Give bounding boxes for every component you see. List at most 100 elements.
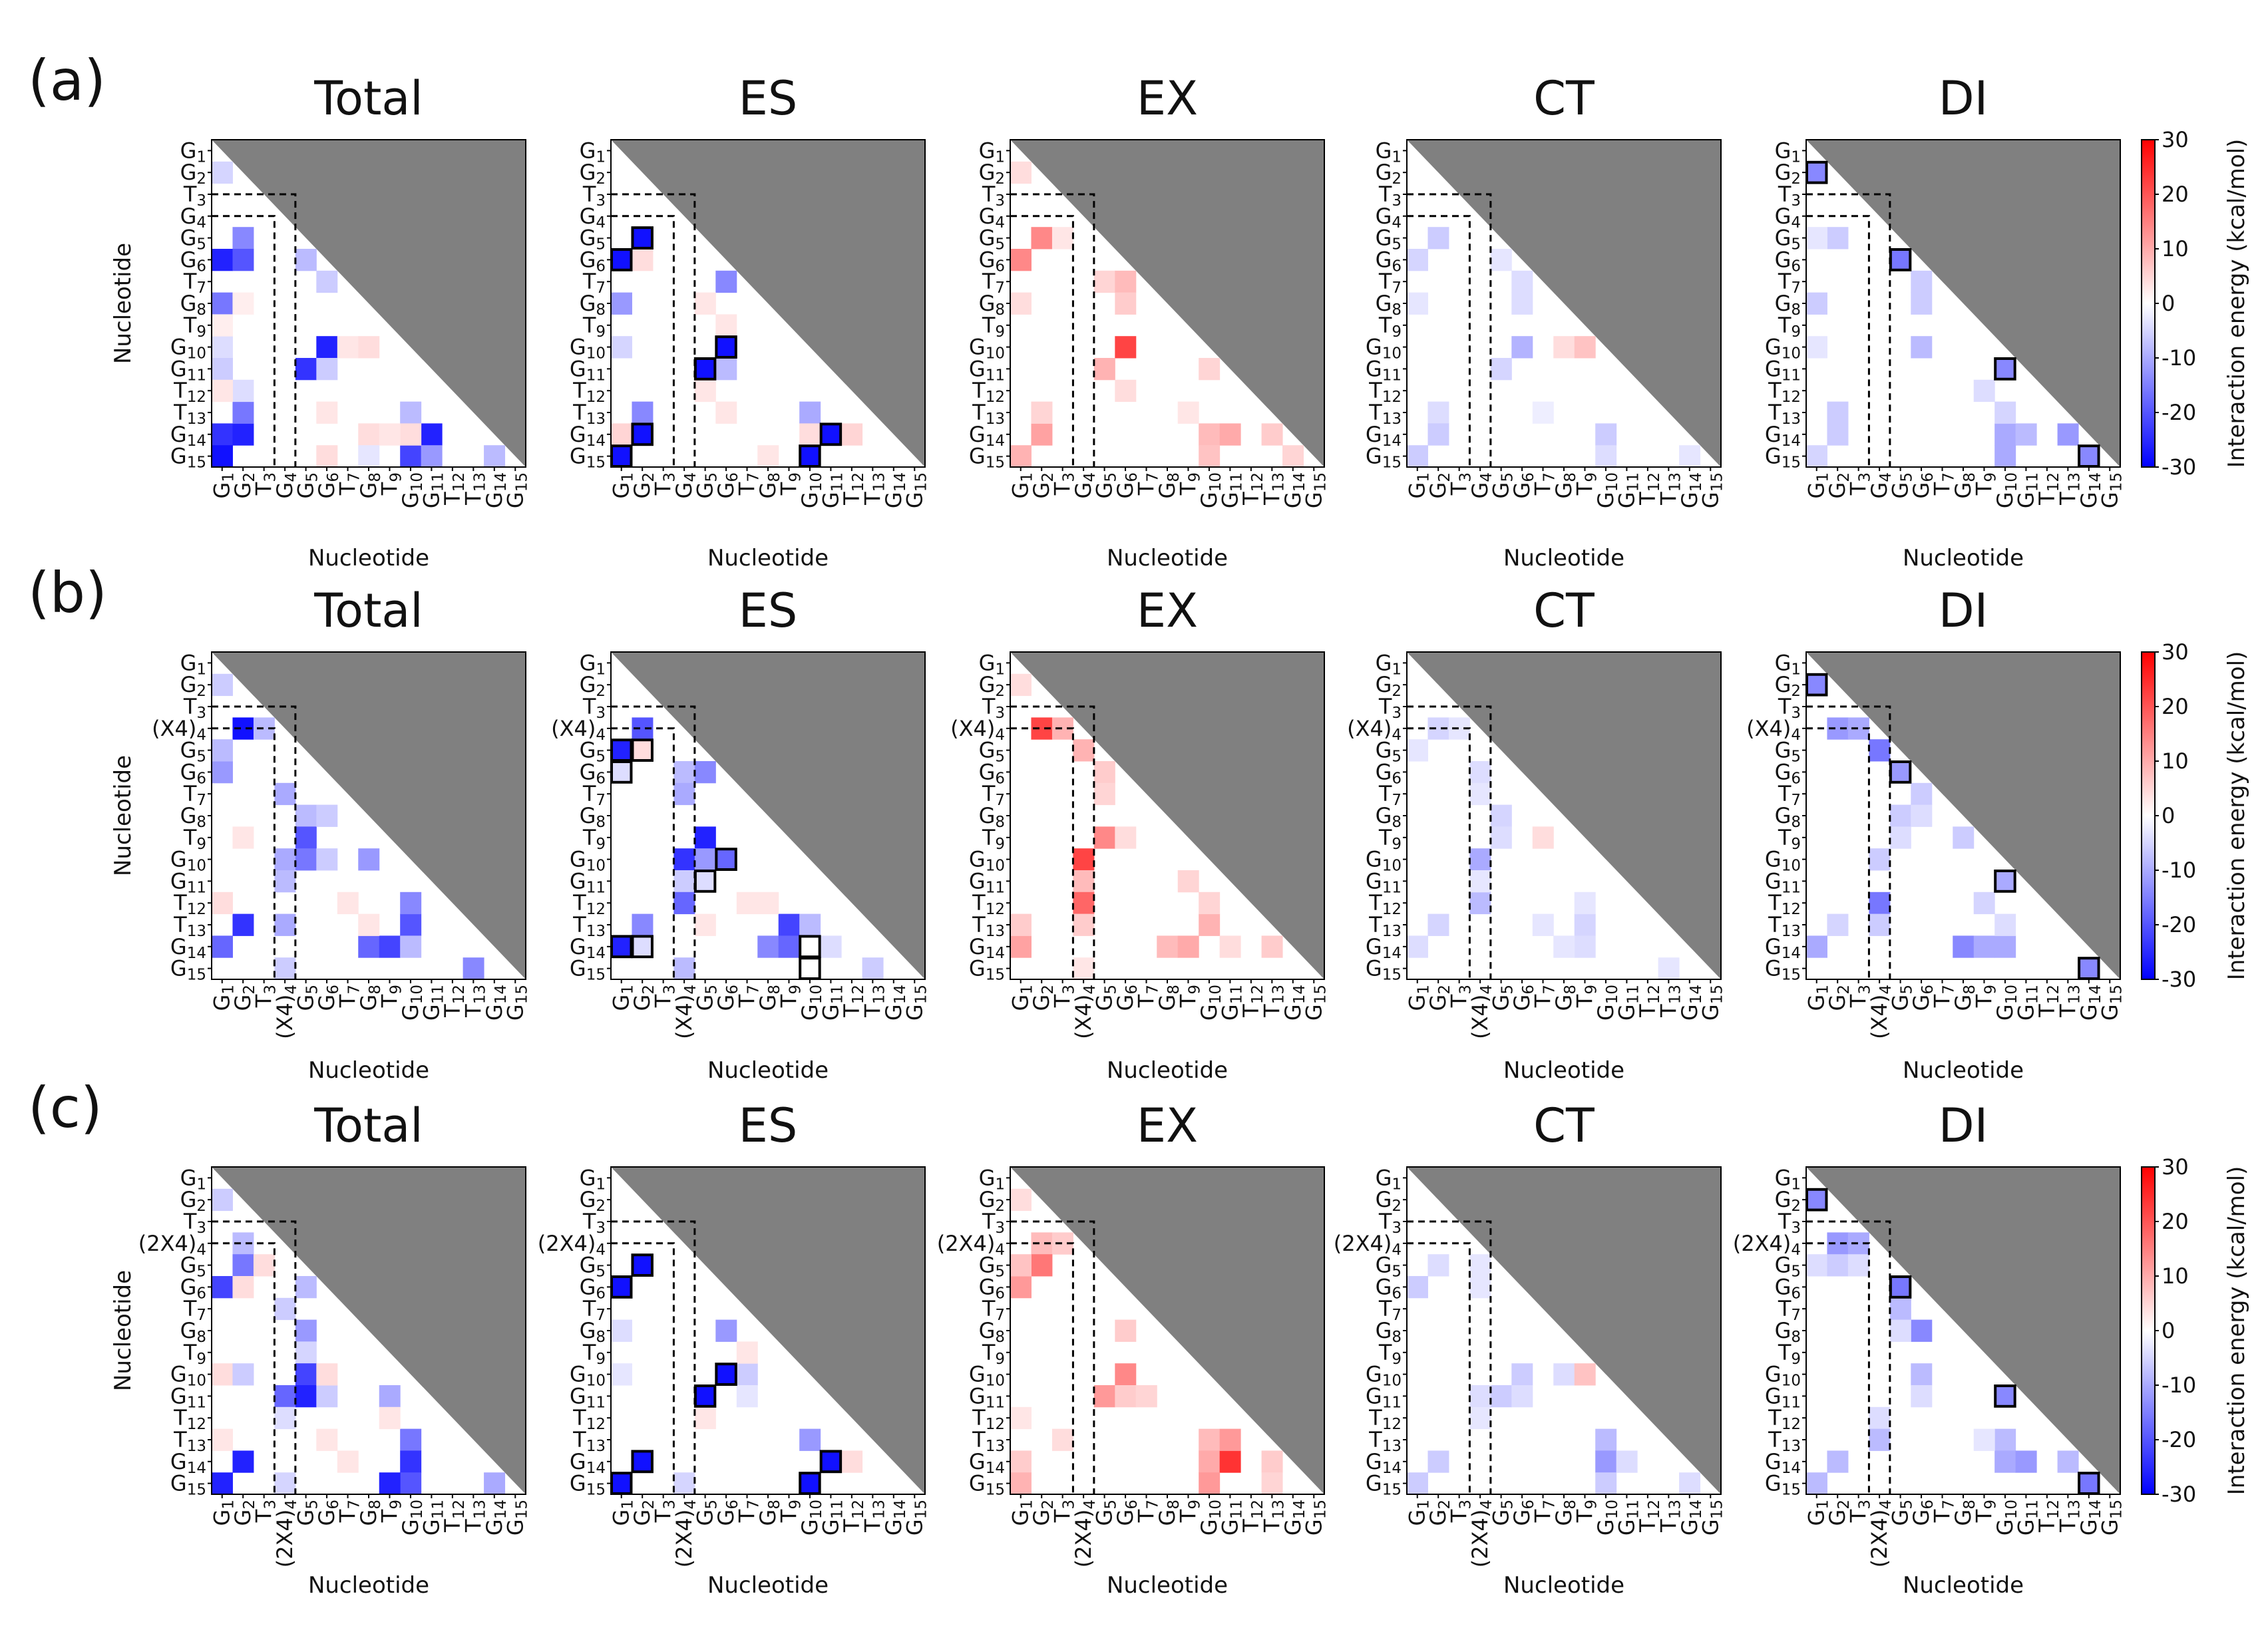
- y-tick-label: G15: [1765, 444, 1801, 472]
- x-tick-label: G15: [1301, 472, 1329, 508]
- y-tick-label: G4: [1376, 204, 1402, 232]
- colorbar-tick-label: 10: [2162, 748, 2189, 774]
- y-tick-label: G5: [1376, 738, 1402, 766]
- y-tick-label: G2: [580, 160, 606, 188]
- x-tick-label: G6: [1909, 1500, 1937, 1526]
- heatmap-cell: [1994, 1385, 2016, 1408]
- x-tick-label: G10: [797, 985, 825, 1021]
- x-tick-label: (X4)4: [1467, 985, 1495, 1039]
- heatmap-cell: [1177, 870, 1199, 893]
- heatmap-cell: [715, 401, 737, 424]
- heatmap-cell: [673, 848, 695, 871]
- x-tick-label: (X4)4: [272, 985, 300, 1039]
- heatmap-cell: [673, 957, 695, 980]
- highlight-box: [631, 738, 654, 762]
- x-tick-label: G8: [1155, 1500, 1183, 1526]
- heatmap-di: DIG1G1G2G2T3T3(2X4)4(2X4)4G5G5G6G6T7T7G8…: [1733, 1098, 2126, 1599]
- heatmap-cell: [1827, 423, 1849, 446]
- y-tick-label: T12: [1768, 1405, 1801, 1433]
- y-tick-label: T9: [582, 313, 606, 341]
- heatmap-cell: [1010, 913, 1032, 936]
- x-tick-label: T12: [1635, 472, 1663, 506]
- x-tick-label: G5: [293, 985, 321, 1011]
- heatmap-cell: [1553, 336, 1575, 359]
- y-tick-label: (X4)4: [950, 716, 1005, 744]
- x-tick-label: T12: [440, 1500, 468, 1533]
- highlight-box: [1994, 870, 2016, 893]
- x-tick-label: (X4)4: [671, 985, 699, 1039]
- heatmap-cell: [1407, 739, 1428, 762]
- y-tick-label: G15: [570, 444, 606, 472]
- heatmap-cell: [337, 1450, 359, 1473]
- y-tick-label: T9: [1778, 1340, 1801, 1368]
- highlight-box: [819, 1450, 843, 1474]
- y-tick-label: G10: [1765, 847, 1801, 875]
- y-tick-label: G8: [979, 291, 1005, 319]
- y-tick-label: G11: [969, 356, 1005, 384]
- heatmap-cell: [694, 358, 716, 381]
- x-tick-label: T9: [1971, 1500, 1999, 1523]
- y-tick-label: T7: [1378, 269, 1402, 297]
- x-tick-label: G5: [1092, 472, 1120, 498]
- y-tick-label: G1: [180, 650, 206, 678]
- heatmap-cell: [1115, 270, 1137, 293]
- dashed-guide: [1407, 727, 1471, 979]
- heatmap-cell: [1953, 826, 1975, 849]
- x-tick-label: G1: [609, 1500, 637, 1526]
- y-tick-label: T9: [1778, 825, 1801, 853]
- heatmap-cell: [694, 292, 716, 315]
- dashed-guide: [1010, 1242, 1074, 1494]
- x-tick-label: G4: [1467, 472, 1495, 498]
- y-tick-label: T12: [972, 378, 1005, 406]
- heatmap-cell: [316, 401, 338, 424]
- heatmap-cell: [379, 1385, 401, 1408]
- heatmap-cell: [1051, 1428, 1073, 1451]
- heatmap-cell: [715, 848, 737, 871]
- heatmap-cell: [1010, 1406, 1032, 1430]
- y-tick-label: G11: [570, 868, 606, 896]
- heatmap-cell: [1219, 423, 1241, 446]
- x-tick-label: T3: [1050, 472, 1078, 496]
- heatmap-cell: [1911, 292, 1933, 315]
- y-tick-label: G1: [580, 138, 606, 166]
- x-tick-label: T7: [335, 985, 363, 1008]
- y-tick-label: G6: [1775, 1274, 1801, 1302]
- x-tick-label: T9: [1572, 985, 1600, 1008]
- x-tick-label: G4: [671, 472, 699, 498]
- heatmap-cell: [673, 870, 695, 893]
- heatmap-cell: [1093, 358, 1115, 381]
- y-tick-label: G2: [979, 672, 1005, 700]
- y-tick-label: (X4)4: [1347, 716, 1402, 744]
- x-tick-label: G14: [1280, 985, 1308, 1021]
- plot-title: EX: [1137, 1098, 1198, 1153]
- heatmap-cell: [1511, 336, 1533, 359]
- heatmap-cell: [1199, 1428, 1221, 1451]
- x-tick-label: G1: [1804, 472, 1832, 498]
- x-axis-label: Nucleotide: [308, 1057, 429, 1084]
- x-tick-label: G2: [1029, 985, 1057, 1011]
- dashed-guide: [212, 1220, 297, 1494]
- y-tick-label: G8: [1775, 803, 1801, 831]
- x-tick-label: T7: [1930, 472, 1958, 496]
- x-tick-label: G14: [1677, 1500, 1705, 1536]
- heatmap-cell: [1490, 826, 1512, 849]
- heatmap-cell: [1889, 1319, 1911, 1342]
- x-tick-label: G1: [210, 985, 238, 1011]
- heatmap-cell: [1806, 1472, 1827, 1495]
- masked-triangle: [1407, 140, 1721, 467]
- y-tick-label: G5: [580, 1253, 606, 1281]
- x-axis-label: Nucleotide: [1107, 1572, 1228, 1599]
- x-tick-label: G15: [502, 985, 530, 1021]
- y-tick-label: G15: [1765, 956, 1801, 984]
- heatmap-cell: [611, 1319, 632, 1342]
- y-tick-label: G14: [1366, 422, 1402, 450]
- heatmap-cell: [1889, 761, 1911, 784]
- y-tick-label: G5: [580, 738, 606, 766]
- heatmap-cell: [295, 826, 317, 849]
- y-tick-label: G15: [969, 1471, 1005, 1499]
- heatmap-cell: [253, 1254, 275, 1277]
- heatmap-cell: [295, 1276, 317, 1299]
- x-tick-label: G15: [1698, 1500, 1726, 1536]
- heatmap-cell: [232, 401, 254, 424]
